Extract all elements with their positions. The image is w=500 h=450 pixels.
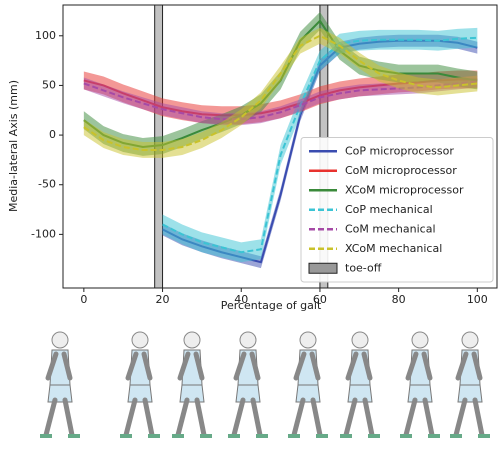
confidence-band bbox=[162, 27, 478, 263]
series-line bbox=[162, 36, 478, 254]
legend-label: XCoM mechanical bbox=[345, 242, 442, 255]
walker bbox=[172, 332, 212, 436]
legend-box bbox=[300, 137, 494, 283]
y-tick-label: -100 bbox=[31, 227, 56, 240]
x-tick-label: 60 bbox=[313, 293, 327, 306]
x-tick-label: 100 bbox=[467, 293, 488, 306]
y-tick-label: 100 bbox=[35, 29, 56, 42]
legend-label: CoP mechanical bbox=[345, 203, 433, 216]
y-tick-label: 0 bbox=[49, 128, 56, 141]
y-tick-label: 50 bbox=[42, 78, 56, 91]
walker bbox=[450, 332, 490, 436]
walker bbox=[120, 332, 160, 436]
series-line bbox=[83, 34, 478, 151]
x-tick-label: 0 bbox=[80, 293, 87, 306]
walker bbox=[288, 332, 328, 436]
x-tick-label: 40 bbox=[234, 293, 248, 306]
x-axis-label: Percentage of gait bbox=[221, 299, 322, 312]
walker bbox=[340, 332, 380, 436]
y-tick-label: -50 bbox=[38, 178, 56, 191]
legend-label: toe-off bbox=[345, 261, 382, 274]
legend-label: XCoM microprocessor bbox=[345, 183, 464, 196]
walker bbox=[228, 332, 268, 436]
legend-label: CoM microprocessor bbox=[345, 164, 457, 177]
walker bbox=[40, 332, 80, 436]
y-axis-label: Media-lateral Axis (mm) bbox=[7, 80, 20, 212]
axes: 0 20 40 60 80 100 -100 -50 0 50 100 CoP microproces… bbox=[31, 4, 498, 306]
plot-frame bbox=[62, 4, 498, 289]
legend-label: CoM mechanical bbox=[345, 222, 436, 235]
confidence-band bbox=[83, 11, 478, 156]
x-tick-label: 20 bbox=[156, 293, 170, 306]
x-tick-label: 80 bbox=[392, 293, 406, 306]
walking-figures bbox=[40, 332, 490, 436]
walker bbox=[400, 332, 440, 436]
confidence-band bbox=[83, 27, 478, 158]
legend-swatch bbox=[308, 262, 338, 274]
legend-label: CoP microprocessor bbox=[345, 144, 454, 157]
